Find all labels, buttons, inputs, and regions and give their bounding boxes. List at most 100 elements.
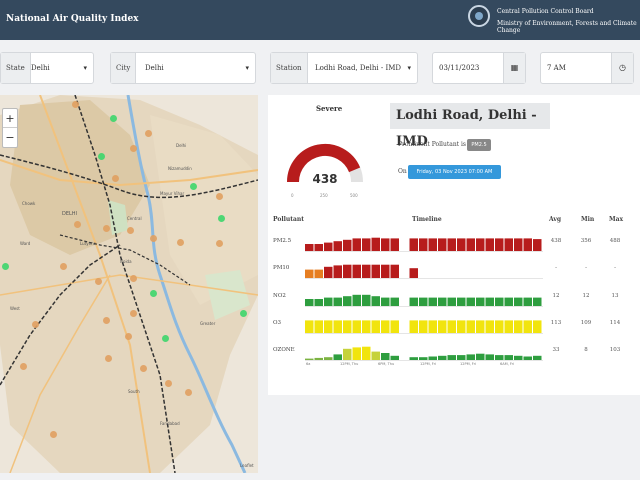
timeline-bar[interactable] — [485, 354, 495, 360]
timeline-bar[interactable] — [333, 297, 343, 306]
timeline-bar[interactable] — [409, 268, 419, 278]
timeline-bar[interactable] — [333, 354, 343, 360]
timeline-bar[interactable] — [533, 355, 542, 360]
timeline-bar[interactable] — [371, 296, 381, 306]
timeline-bar[interactable] — [428, 320, 438, 333]
timeline-bar[interactable] — [343, 348, 352, 360]
timeline-bar[interactable] — [447, 320, 457, 333]
station-marker-moderate[interactable] — [127, 227, 134, 234]
timeline-bar[interactable] — [362, 294, 371, 306]
timeline-bar[interactable] — [485, 238, 495, 251]
station-marker-moderate[interactable] — [130, 310, 137, 317]
timeline-bar[interactable] — [343, 320, 352, 333]
timeline-bar[interactable] — [504, 320, 514, 333]
timeline-bar[interactable] — [457, 320, 466, 333]
timeline-bar[interactable] — [447, 297, 457, 306]
station-marker-moderate[interactable] — [103, 225, 110, 232]
timeline-bar[interactable] — [305, 299, 314, 306]
timeline-bar[interactable] — [419, 357, 428, 360]
timeline-bar[interactable] — [428, 297, 438, 306]
timeline-bar[interactable] — [381, 320, 390, 333]
timeline-bar[interactable] — [381, 264, 390, 278]
timeline-bar[interactable] — [533, 239, 542, 251]
timeline-bar[interactable] — [371, 320, 381, 333]
timeline-bar[interactable] — [390, 355, 400, 360]
timeline-bar[interactable] — [305, 244, 314, 251]
timeline-bar[interactable] — [314, 357, 324, 360]
station-marker-moderate[interactable] — [216, 240, 223, 247]
timeline-bar[interactable] — [476, 353, 485, 360]
timeline-bar[interactable] — [381, 238, 390, 251]
timeline-bar[interactable] — [390, 238, 400, 251]
station-marker-good[interactable] — [162, 335, 169, 342]
map-canvas[interactable]: DELHI Central Nizamuddin Delhi Noida Sou… — [0, 95, 258, 473]
timeline-bar[interactable] — [390, 320, 400, 333]
station-marker-moderate[interactable] — [95, 278, 102, 285]
station-marker-moderate[interactable] — [130, 145, 137, 152]
timeline-bar[interactable] — [466, 238, 476, 251]
timeline-bar[interactable] — [523, 320, 533, 333]
station-marker-good[interactable] — [240, 310, 247, 317]
timeline-bar[interactable] — [362, 238, 371, 251]
zoom-in-button[interactable]: + — [3, 109, 17, 128]
timeline-bar[interactable] — [457, 238, 466, 251]
city-select[interactable]: City Delhi ▾ — [110, 52, 256, 84]
station-marker-good[interactable] — [190, 183, 197, 190]
station-marker-good[interactable] — [110, 115, 117, 122]
timeline-bar[interactable] — [324, 297, 333, 306]
station-marker-moderate[interactable] — [125, 333, 132, 340]
station-marker-moderate[interactable] — [74, 221, 81, 228]
timeline-bar[interactable] — [409, 238, 419, 251]
timeline-bar[interactable] — [362, 320, 371, 333]
timeline-bar[interactable] — [457, 355, 466, 360]
timeline-bar[interactable] — [533, 320, 542, 333]
timeline-bar[interactable] — [447, 238, 457, 251]
timeline-bar[interactable] — [343, 264, 352, 278]
timeline-bar[interactable] — [428, 356, 438, 361]
timeline-bar[interactable] — [514, 297, 523, 306]
timeline-bar[interactable] — [428, 238, 438, 251]
timeline-bar[interactable] — [495, 238, 504, 251]
station-marker-moderate[interactable] — [103, 317, 110, 324]
station-marker-moderate[interactable] — [177, 239, 184, 246]
station-marker-moderate[interactable] — [150, 235, 157, 242]
timeline-bar[interactable] — [419, 297, 428, 306]
timeline-bar[interactable] — [324, 266, 333, 278]
timeline-bar[interactable] — [333, 241, 343, 251]
timeline-bar[interactable] — [523, 297, 533, 306]
timeline-bar[interactable] — [409, 357, 419, 360]
timeline-bar[interactable] — [390, 297, 400, 306]
timeline-bar[interactable] — [352, 320, 362, 333]
timeline-bar[interactable] — [438, 297, 447, 306]
station-marker-moderate[interactable] — [20, 363, 27, 370]
timeline-bar[interactable] — [476, 297, 485, 306]
timeline-bar[interactable] — [514, 355, 523, 360]
station-marker-moderate[interactable] — [105, 355, 112, 362]
timeline-bar[interactable] — [371, 351, 381, 360]
timeline-bar[interactable] — [371, 237, 381, 251]
timeline-bar[interactable] — [352, 294, 362, 306]
timeline-bar[interactable] — [390, 264, 400, 278]
timeline-bar[interactable] — [466, 297, 476, 306]
timeline-bar[interactable] — [409, 297, 419, 306]
station-marker-good[interactable] — [218, 215, 225, 222]
timeline-bar[interactable] — [371, 264, 381, 278]
station-marker-moderate[interactable] — [140, 365, 147, 372]
timeline-bar[interactable] — [523, 356, 533, 361]
timeline-bar[interactable] — [438, 320, 447, 333]
timeline-bar[interactable] — [381, 353, 390, 360]
calendar-icon[interactable]: ▦ — [503, 53, 525, 83]
timeline-bar[interactable] — [504, 355, 514, 360]
timeline-bar[interactable] — [381, 297, 390, 306]
station-marker-good[interactable] — [2, 263, 9, 270]
station-marker-moderate[interactable] — [145, 130, 152, 137]
timeline-bar[interactable] — [324, 242, 333, 251]
timeline-bar[interactable] — [495, 320, 504, 333]
timeline-bar[interactable] — [495, 297, 504, 306]
station-marker-moderate[interactable] — [50, 431, 57, 438]
station-marker-moderate[interactable] — [130, 275, 137, 282]
timeline-bar[interactable] — [523, 238, 533, 251]
station-marker-good[interactable] — [98, 153, 105, 160]
station-select[interactable]: Station Lodhi Road, Delhi - IMD ▾ — [270, 52, 418, 84]
timeline-bar[interactable] — [343, 239, 352, 251]
